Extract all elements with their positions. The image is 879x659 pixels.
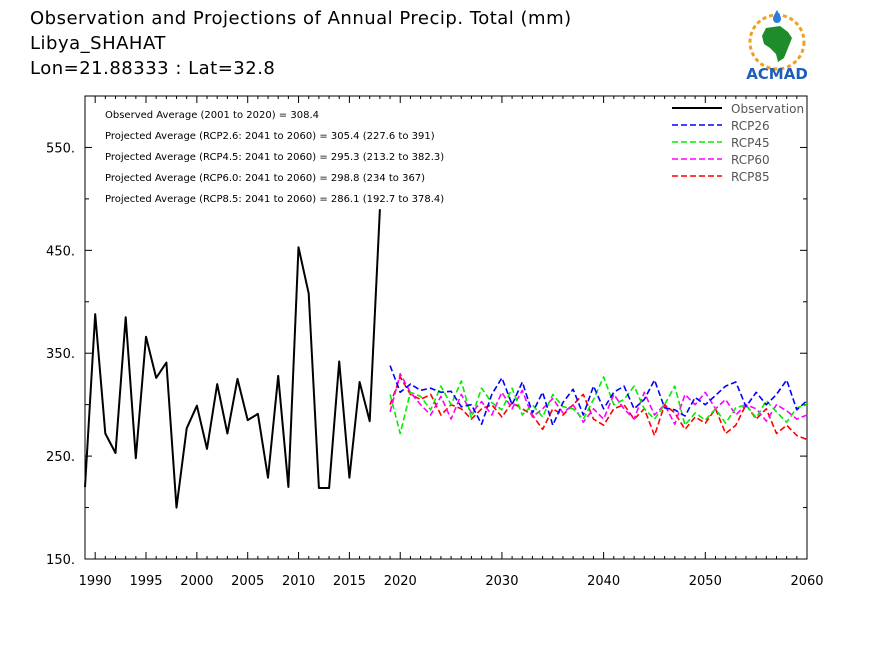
x-tick-label: 2010 [282,574,315,589]
acmad-logo: ACMAD [736,8,818,84]
plot-frame [84,95,808,560]
stat-line: Projected Average (RCP6.0: 2041 to 2060)… [105,173,425,184]
stat-line: Projected Average (RCP2.6: 2041 to 2060)… [105,131,435,142]
x-tick-label: 1990 [79,574,112,589]
stat-line: Projected Average (RCP4.5: 2041 to 2060)… [105,152,444,163]
x-tick-label: 2015 [333,574,366,589]
y-tick-label: 150. [46,553,75,568]
stats-block: Observed Average (2001 to 2020) = 308.4 P… [105,110,444,205]
y-axis: 150. 250. 350. 450. 550. [46,95,807,568]
stat-line: Projected Average (RCP8.5: 2041 to 2060)… [105,194,444,205]
legend-label: RCP26 [731,119,770,133]
series-line-rcp26 [389,365,808,427]
x-tick-label: 1995 [129,574,162,589]
legend-label: RCP60 [731,153,770,167]
x-tick-label: 2020 [384,574,417,589]
series-line-rcp60 [389,372,808,426]
legend-label: RCP45 [731,136,770,150]
location-label: Libya_SHAHAT [30,33,166,54]
x-axis: 1990 1995 2000 2005 2010 2015 2020 2030 2040 2050… [79,96,824,589]
legend-label: Observation [731,102,804,116]
x-tick-label: 2005 [231,574,264,589]
x-tick-label: 2040 [587,574,620,589]
y-tick-label: 250. [46,450,75,465]
x-tick-label: 2060 [790,574,823,589]
series-line-rcp85 [389,376,808,441]
legend-label: RCP85 [731,170,770,184]
y-tick-label: 550. [46,141,75,156]
stat-line: Observed Average (2001 to 2020) = 308.4 [105,110,319,121]
legend: Observation RCP26 RCP45 RCP60 RCP85 [672,102,804,184]
series-line-observation [84,209,381,509]
x-tick-label: 2050 [689,574,722,589]
chart-title: Observation and Projections of Annual Pr… [30,8,572,29]
y-tick-label: 450. [46,244,75,259]
africa-logo-icon: ACMAD [746,10,808,83]
logo-text: ACMAD [746,65,808,83]
x-tick-label: 2030 [485,574,518,589]
y-tick-label: 350. [46,347,75,362]
series-layer [84,209,808,509]
coordinates-label: Lon=21.88333 : Lat=32.8 [30,58,276,79]
x-tick-label: 2000 [180,574,213,589]
